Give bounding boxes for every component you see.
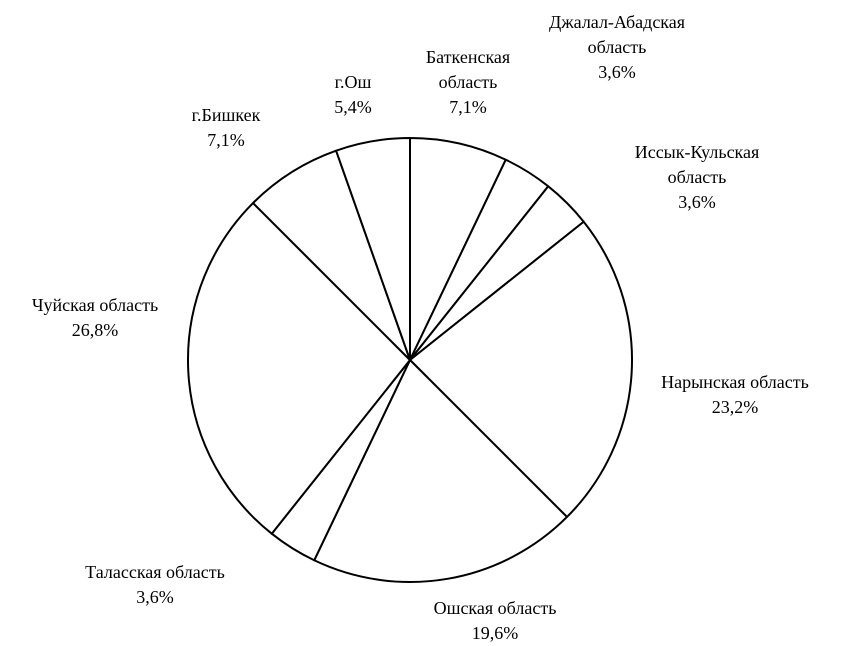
value-label: 19,6% [471,623,519,643]
slice-label: Таласская область 3,6% [40,560,270,610]
value-label: 3,6% [136,587,174,607]
category-label: Таласская область [85,562,225,582]
value-label: 3,6% [598,62,636,82]
slice-label: Ошская область 19,6% [380,596,610,646]
category-label: Баткенская область [425,47,511,92]
category-label: Чуйская область [31,295,159,315]
value-label: 5,4% [334,97,372,117]
pie-slice [187,202,411,535]
category-label: Джалал-Абадская область [548,12,686,57]
value-label: 7,1% [207,130,245,150]
pie-slice [335,137,411,361]
value-label: 7,1% [449,97,487,117]
category-label: г.Ош [334,72,372,92]
category-label: Иссык-Кульская область [634,142,760,187]
value-label: 23,2% [711,397,759,417]
slice-label: Джалал-Абадская область 3,6% [537,10,697,85]
category-label: г.Бишкек [191,105,261,125]
value-label: 3,6% [678,192,716,212]
slice-label: Баткенская область 7,1% [403,45,533,120]
slice-label: Иссык-Кульская область 3,6% [617,140,777,215]
slice-label: г.Ош 5,4% [303,70,403,120]
pie-slice [409,220,633,518]
slice-label: г.Бишкек 7,1% [161,103,291,153]
slice-label: Чуйская область 26,8% [0,293,210,343]
value-label: 26,8% [71,320,119,340]
category-label: Ошская область [433,598,557,618]
category-label: Нарынская область [661,372,809,392]
pie-slice [313,359,568,583]
slice-label: Нарынская область 23,2% [620,370,845,420]
